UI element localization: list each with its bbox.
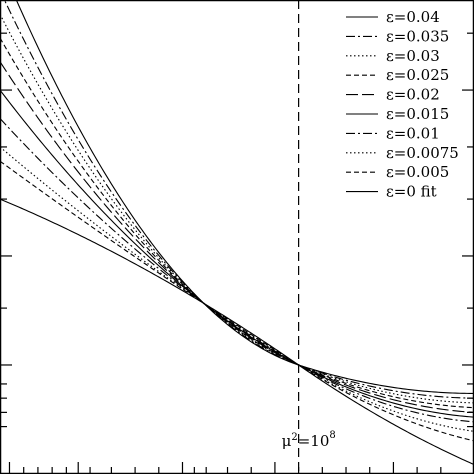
legend-label: ε=0.015 [386,105,449,123]
legend-label: ε=0.04 [386,8,440,26]
legend-label: ε=0.02 [386,86,440,104]
legend-label: ε=0 fit [386,183,437,201]
legend-label: ε=0.03 [386,47,440,65]
series-line [15,0,474,394]
legend-label: ε=0.005 [386,163,449,181]
legend-label: ε=0.035 [386,27,449,45]
series-line [0,118,474,423]
series-line [0,160,474,442]
legend-label: ε=0.01 [386,124,440,142]
reference-line-label: μ2=108 [282,430,336,450]
legend: ε=0.04ε=0.035ε=0.03ε=0.025ε=0.02ε=0.015ε… [346,8,459,201]
axis-ticks [0,32,474,474]
legend-label: ε=0.0075 [386,144,459,162]
legend-label: ε=0.025 [386,66,449,84]
reference-line-group: μ2=108 [282,0,336,474]
series-line [0,37,474,409]
series-line [0,198,474,466]
series-line [0,89,474,418]
series-line [3,0,474,399]
series-line [0,61,474,413]
